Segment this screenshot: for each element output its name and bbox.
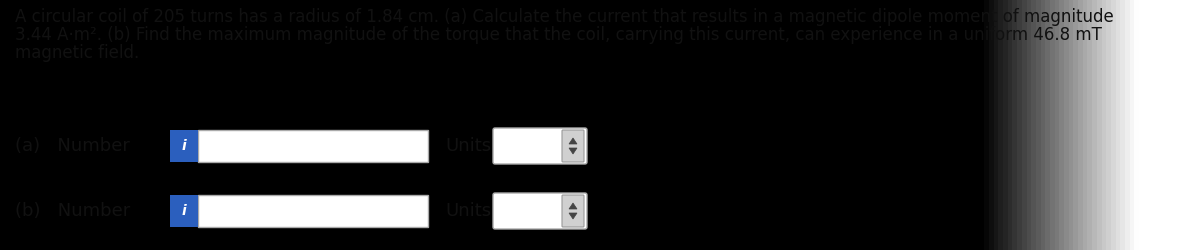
Text: Units: Units bbox=[445, 202, 491, 220]
Text: 3.44 A·m². (b) Find the maximum magnitude of the torque that the coil, carrying : 3.44 A·m². (b) Find the maximum magnitud… bbox=[14, 26, 1102, 44]
FancyBboxPatch shape bbox=[493, 128, 587, 164]
Text: Units: Units bbox=[445, 137, 491, 155]
FancyBboxPatch shape bbox=[170, 195, 198, 227]
Polygon shape bbox=[569, 148, 577, 154]
Text: i: i bbox=[181, 139, 186, 153]
Text: (b)   Number: (b) Number bbox=[14, 202, 131, 220]
FancyBboxPatch shape bbox=[562, 130, 584, 162]
Polygon shape bbox=[569, 213, 577, 219]
Polygon shape bbox=[569, 203, 577, 209]
FancyBboxPatch shape bbox=[198, 195, 428, 227]
FancyBboxPatch shape bbox=[493, 193, 587, 229]
Text: A circular coil of 205 turns has a radius of 1.84 cm. (a) Calculate the current : A circular coil of 205 turns has a radiu… bbox=[14, 8, 1114, 26]
Text: i: i bbox=[181, 204, 186, 218]
Polygon shape bbox=[569, 138, 577, 144]
Text: magnetic field.: magnetic field. bbox=[14, 44, 139, 62]
FancyBboxPatch shape bbox=[170, 130, 198, 162]
FancyBboxPatch shape bbox=[198, 130, 428, 162]
Text: (a)   Number: (a) Number bbox=[14, 137, 130, 155]
FancyBboxPatch shape bbox=[562, 195, 584, 227]
